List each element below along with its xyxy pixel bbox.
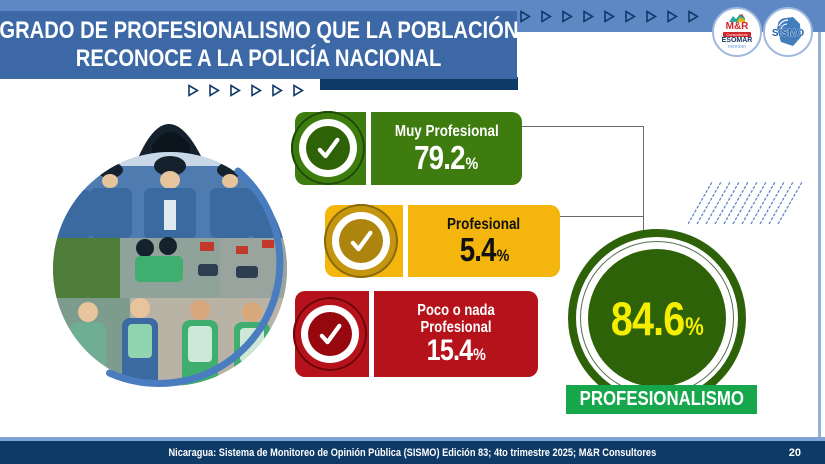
summary-label: PROFESIONALISMO xyxy=(579,388,744,410)
chevron-right-icon xyxy=(188,84,199,97)
percent-sign: % xyxy=(472,345,486,365)
chevron-right-icon xyxy=(520,10,531,23)
bar-label: Profesional xyxy=(447,215,521,233)
source-text: Nicaragua: Sistema de Monitoreo de Opini… xyxy=(168,446,657,459)
chevron-right-icons-top xyxy=(519,10,699,23)
chevron-right-icons-under-title xyxy=(187,84,304,97)
esomar-label: ESOMAR xyxy=(721,37,753,45)
chevron-right-icon xyxy=(604,10,615,23)
percent-sign: % xyxy=(684,312,704,341)
mr-logo-band: Consultores xyxy=(723,32,751,38)
connector-line-yellow-to-circle xyxy=(560,216,643,217)
chevron-right-icon xyxy=(562,10,573,23)
chevron-right-icon xyxy=(625,10,636,23)
check-badge-yellow-icon xyxy=(324,204,398,278)
chevron-right-icon xyxy=(230,84,241,97)
summary-label-box: PROFESIONALISMO xyxy=(566,385,757,414)
summary-circle: 84.6 % xyxy=(568,229,746,407)
title-accent-bar xyxy=(320,77,518,90)
summary-circle-disc: 84.6 % xyxy=(588,249,726,387)
sismo-map-icon: SISMO xyxy=(772,15,805,46)
connector-line-green-to-circle xyxy=(522,126,643,127)
esomar-member-label: member xyxy=(727,43,747,50)
chevron-right-icon xyxy=(272,84,283,97)
diagonal-hatch-decoration xyxy=(688,181,803,225)
footer-bar: Nicaragua: Sistema de Monitoreo de Opini… xyxy=(0,441,825,464)
check-badge-red-icon xyxy=(293,297,367,371)
chevron-right-icon xyxy=(541,10,552,23)
chevron-right-icon xyxy=(667,10,678,23)
bar-value: 15.4 xyxy=(426,334,473,368)
check-badge-green-icon xyxy=(291,111,365,185)
page-number: 20 xyxy=(788,446,801,459)
percent-sign: % xyxy=(496,246,509,266)
connector-line-vertical xyxy=(643,126,644,234)
bar-text-profesional: Profesional 5.4 % xyxy=(408,205,560,277)
chevron-right-icon xyxy=(688,10,699,23)
chevron-right-icon xyxy=(251,84,262,97)
summary-value: 84.6 xyxy=(610,291,684,345)
bar-label: Muy Profesional xyxy=(394,123,499,141)
right-edge-line xyxy=(818,32,821,437)
police-photo-collage xyxy=(53,124,287,387)
mr-chart-icon xyxy=(729,14,745,23)
sismo-logo: SISMO xyxy=(763,7,813,57)
chevron-right-icon xyxy=(646,10,657,23)
mr-consultores-logo: M&R Consultores ESOMAR member xyxy=(712,7,762,57)
page-title-line2: RECONOCE A LA POLICÍA NACIONAL xyxy=(75,45,442,72)
bar-text-poco-o-nada: Poco o nada Profesional 15.4 % xyxy=(374,291,538,377)
mr-logo-name: M&R xyxy=(725,21,749,33)
title-banner: GRADO DE PROFESIONALISMO QUE LA POBLACIÓ… xyxy=(0,11,518,79)
bar-text-muy-profesional: Muy Profesional 79.2 % xyxy=(371,112,522,185)
chevron-right-icon xyxy=(293,84,304,97)
bar-label: Poco o nada Profesional xyxy=(417,301,495,336)
bar-value: 79.2 xyxy=(414,138,466,176)
percent-sign: % xyxy=(465,153,479,173)
bar-divider-red xyxy=(369,291,374,377)
chevron-right-icon xyxy=(209,84,220,97)
bar-value: 5.4 xyxy=(459,231,496,269)
bar-divider-yellow xyxy=(403,205,408,277)
bar-divider-green xyxy=(366,112,371,185)
svg-text:SISMO: SISMO xyxy=(772,28,804,39)
page-title-line1: GRADO DE PROFESIONALISMO QUE LA POBLACIÓ… xyxy=(0,17,518,45)
chevron-right-icon xyxy=(583,10,594,23)
footer-top-strip xyxy=(0,437,825,441)
